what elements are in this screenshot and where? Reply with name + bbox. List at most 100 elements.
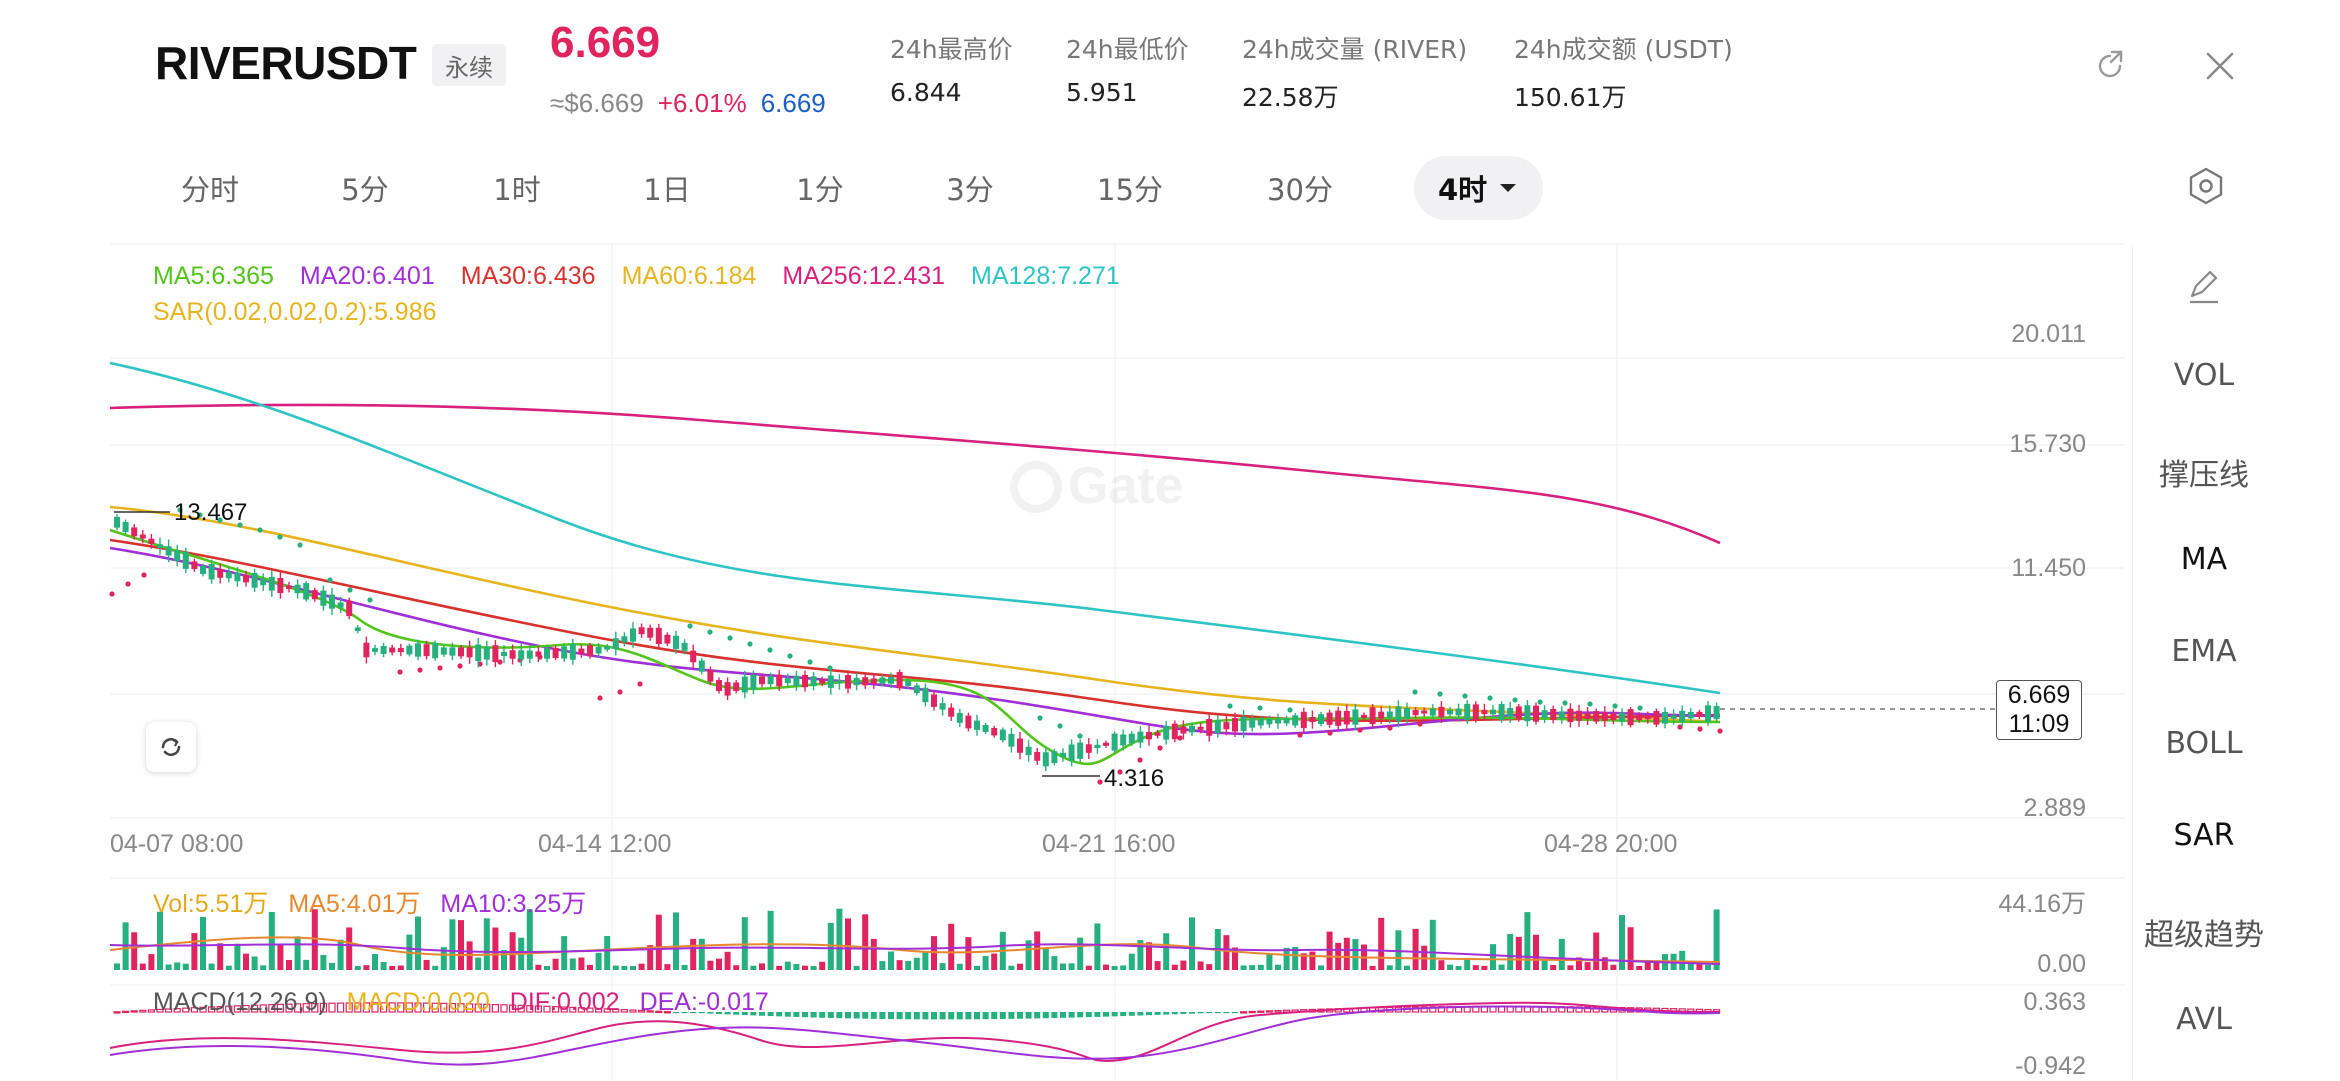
candle-body (853, 677, 860, 686)
macd-bar (569, 1006, 577, 1013)
volume-bar (1507, 933, 1514, 970)
macd-bar (853, 1012, 860, 1019)
macd-bar (1120, 1012, 1127, 1017)
macd-bar (242, 1004, 250, 1013)
volume-bar (1034, 931, 1041, 970)
external-refresh-icon[interactable] (2090, 46, 2130, 86)
volume-bar (1610, 964, 1617, 970)
indicator-boll[interactable]: BOLL (2165, 726, 2243, 761)
volume-bar (1386, 965, 1393, 970)
indicator-ma[interactable]: MA (2180, 542, 2228, 577)
volume-bar (1025, 940, 1032, 970)
indicator-sar[interactable]: SAR (2173, 818, 2235, 853)
volume-bar (759, 963, 765, 970)
indicator-avl[interactable]: AVL (2176, 1002, 2232, 1037)
draw-pen-icon[interactable] (2184, 266, 2224, 306)
candle-body (1300, 711, 1307, 729)
close-icon[interactable] (2200, 46, 2240, 86)
tab-interval-7[interactable]: 30分 (1267, 173, 1333, 207)
macd-bar (819, 1012, 826, 1018)
candle-body (354, 627, 361, 631)
current-price-value: 6.669 (2007, 681, 2071, 709)
tab-interval-1[interactable]: 5分 (341, 173, 389, 207)
candle-body (1249, 718, 1256, 728)
volume-bar (1619, 915, 1625, 970)
macd-bar (491, 1003, 499, 1013)
macd-bar (767, 1012, 774, 1017)
volume-bar (449, 919, 456, 970)
reset-icon (161, 738, 181, 756)
volume-bar (483, 918, 490, 970)
legend-ma5: MA5:6.365 (153, 262, 274, 290)
volume-bar (1077, 937, 1084, 970)
current-price-tag: 6.669 11:09 (1996, 680, 2082, 740)
change-percent: +6.01% (657, 88, 747, 118)
candle-body (939, 703, 946, 710)
volume-bar (311, 909, 318, 970)
candle-body (750, 674, 757, 690)
candle-body (630, 628, 636, 642)
legend-macd: MACD:0.020 (346, 988, 490, 1016)
candle-body (415, 643, 421, 657)
legend-vol-ma10: MA10:3.25万 (440, 890, 587, 918)
macd-axis-min: -0.942 (2015, 1052, 2086, 1080)
volume-bar (1490, 944, 1496, 970)
indicator-vol[interactable]: VOL (2173, 358, 2235, 393)
macd-bar (999, 1012, 1006, 1019)
volume-bar (1275, 964, 1281, 970)
tab-interval-3[interactable]: 1日 (643, 173, 691, 207)
volume-bar (1644, 962, 1651, 970)
indicator-support-resistance[interactable]: 撑压线 (2159, 458, 2249, 493)
candle-body (956, 712, 963, 723)
candle-body (423, 644, 430, 657)
macd-bar (698, 1012, 705, 1014)
macd-bar (371, 1002, 379, 1013)
indicator-ema[interactable]: EMA (2171, 634, 2237, 669)
candle-body (999, 729, 1006, 741)
volume-axis-max: 44.16万 (1998, 890, 2086, 918)
candle-body (458, 647, 464, 657)
volume-bar (380, 962, 387, 970)
candle-body (1653, 711, 1660, 725)
time-axis-label: 04-28 20:00 (1544, 830, 1678, 858)
macd-bar (1223, 1012, 1230, 1014)
tab-interval-6[interactable]: 15分 (1097, 173, 1163, 207)
tab-interval-4[interactable]: 1分 (796, 173, 844, 207)
volume-bar (1601, 957, 1608, 970)
volume-bar (251, 956, 258, 970)
volume-bar (879, 961, 886, 970)
volume-bar (200, 916, 206, 970)
volume-bar (767, 910, 774, 970)
tab-interval-5[interactable]: 3分 (946, 173, 994, 207)
macd-bar (1583, 1006, 1592, 1013)
reset-chart-button[interactable] (146, 722, 196, 772)
tab-interval-2[interactable]: 1时 (493, 173, 541, 207)
volume-bar (750, 965, 757, 970)
tab-interval-active[interactable]: 4时 (1414, 156, 1544, 220)
candle-body (1318, 714, 1324, 724)
candle-body (337, 602, 344, 608)
volume-bar (303, 959, 310, 970)
macd-dif-line (109, 1001, 1721, 1062)
volume-bar (397, 965, 404, 970)
volume-bar (208, 963, 215, 970)
symbol-title[interactable]: RIVERUSDT (155, 37, 417, 89)
candle-body (621, 636, 628, 643)
settings-icon[interactable] (2186, 166, 2226, 206)
candle-body (1404, 707, 1410, 719)
legend-macd-params: MACD(12,26,9) (153, 988, 327, 1016)
macd-bar (1085, 1012, 1092, 1018)
macd-bar (612, 1008, 620, 1013)
indicator-supertrend[interactable]: 超级趋势 (2144, 918, 2264, 953)
volume-bar (243, 953, 249, 970)
volume-bar (578, 957, 585, 970)
macd-bar (500, 1004, 508, 1013)
volume-bar (535, 964, 542, 970)
macd-bar (810, 1012, 817, 1018)
volume-bar (363, 965, 370, 970)
tab-interval-0[interactable]: 分时 (180, 173, 239, 207)
candle-body (1361, 714, 1367, 718)
candle-body (905, 680, 912, 686)
candle-body (1094, 744, 1101, 748)
